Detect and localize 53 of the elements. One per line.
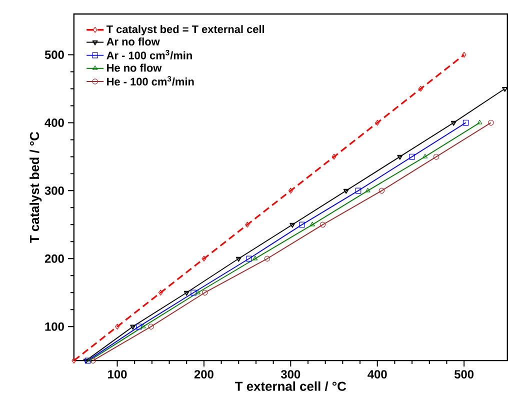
point: [130, 325, 136, 330]
x-axis-title: T external cell / °C: [235, 382, 346, 392]
point: [202, 290, 208, 296]
point: [397, 155, 403, 160]
point: [246, 256, 252, 262]
point: [115, 324, 120, 330]
point: [202, 256, 206, 262]
point: [136, 324, 142, 330]
y-tick-label: 500: [44, 50, 64, 60]
point: [409, 154, 415, 160]
point: [332, 154, 336, 160]
x-tick-label: 400: [368, 370, 387, 379]
x-tick-label: 300: [280, 370, 300, 379]
y-tick-label: 400: [44, 118, 64, 128]
point: [290, 223, 296, 228]
y-tick-label: 200: [44, 254, 64, 264]
point: [418, 86, 423, 92]
point: [148, 324, 154, 330]
point: [378, 188, 385, 194]
point: [355, 188, 362, 194]
point: [195, 290, 200, 294]
point: [252, 256, 258, 260]
legend-label: He - 100 cm$^{3}$/min: [107, 76, 194, 86]
point: [236, 257, 242, 262]
point: [72, 358, 76, 364]
point: [320, 222, 326, 228]
point: [245, 222, 250, 228]
point: [462, 120, 469, 126]
point: [310, 222, 315, 226]
y-tick-label: 100: [45, 322, 64, 332]
x-tick-label: 100: [108, 370, 127, 379]
point: [190, 290, 196, 296]
point: [462, 52, 466, 58]
point: [288, 188, 293, 194]
x-tick-label: 500: [454, 370, 474, 379]
point: [158, 290, 163, 296]
y-tick-label: 300: [44, 186, 64, 196]
point: [264, 256, 270, 262]
legend-label: Ar no flow: [106, 38, 160, 46]
legend-label: T catalyst bed = T external cell: [106, 25, 264, 36]
point: [140, 324, 146, 328]
legend-label: Ar - 100 cm$^{3}$/min: [106, 50, 192, 60]
legend-label: He no flow: [107, 64, 162, 72]
x-tick-label: 200: [194, 370, 214, 379]
point: [299, 222, 305, 228]
point: [422, 154, 428, 159]
point: [375, 120, 380, 126]
point: [365, 188, 370, 193]
point: [433, 154, 440, 160]
point: [450, 121, 456, 126]
y-axis-title: T catalyst bed / °C: [30, 132, 42, 244]
point: [184, 291, 190, 296]
point: [343, 189, 349, 194]
